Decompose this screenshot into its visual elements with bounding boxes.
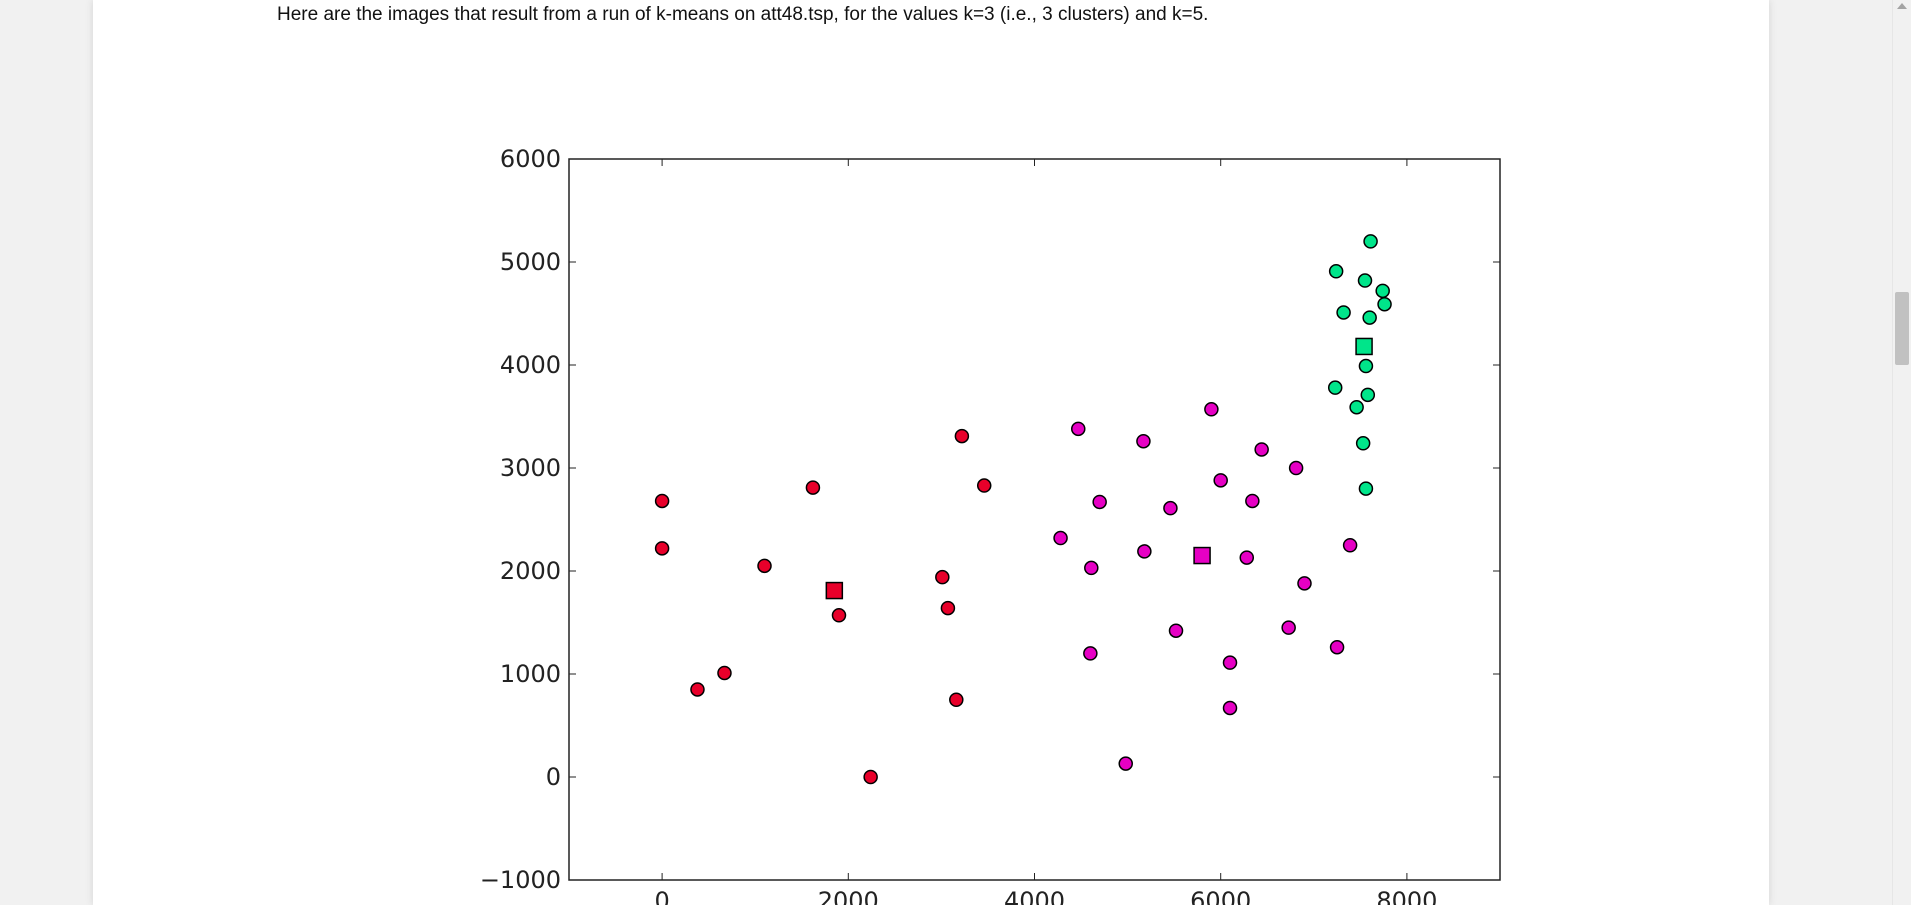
points-group — [654, 234, 1392, 785]
page-content: Here are the images that result from a r… — [93, 0, 1769, 905]
centroids-group — [825, 337, 1373, 600]
data-point — [1071, 421, 1086, 437]
x-tick-label: 8000 — [1376, 887, 1437, 905]
y-tick-label: 1000 — [500, 660, 561, 688]
x-tick-label: 2000 — [818, 887, 879, 905]
data-point — [1349, 399, 1364, 415]
data-point — [1118, 756, 1133, 771]
scroll-up-arrow-icon[interactable] — [1897, 3, 1907, 9]
data-point — [1168, 623, 1184, 638]
vertical-scrollbar[interactable] — [1892, 0, 1911, 905]
data-point — [1204, 402, 1219, 417]
data-point — [1084, 560, 1099, 576]
x-tick-label: 0 — [654, 887, 669, 905]
data-point — [831, 608, 847, 623]
data-point — [863, 769, 878, 785]
data-point — [1357, 273, 1373, 288]
data-point — [1360, 387, 1376, 403]
data-point — [1254, 442, 1269, 457]
data-point — [717, 665, 732, 681]
data-point — [1362, 310, 1377, 325]
ticks-group — [569, 158, 1500, 881]
data-point — [1297, 576, 1312, 591]
x-tick-label: 6000 — [1190, 887, 1251, 905]
data-point — [1327, 380, 1343, 395]
data-point — [690, 682, 705, 697]
data-point — [1281, 620, 1296, 635]
data-point — [1245, 493, 1260, 509]
y-tick-label: 5000 — [500, 248, 561, 276]
data-point — [1329, 639, 1345, 655]
data-point — [954, 428, 970, 444]
data-point — [654, 493, 670, 509]
cluster-centroid — [825, 581, 844, 600]
data-point — [1053, 530, 1068, 546]
data-point — [935, 569, 950, 585]
data-point — [1137, 544, 1152, 559]
cluster-centroid — [1193, 546, 1211, 565]
data-point — [1375, 283, 1390, 299]
data-point — [805, 480, 821, 495]
data-point — [1355, 436, 1371, 451]
x-tick-label: 4000 — [1004, 887, 1065, 905]
data-point — [1342, 538, 1358, 553]
data-point — [949, 692, 964, 707]
intro-paragraph: Here are the images that result from a r… — [277, 4, 1209, 25]
y-tick-label: 3000 — [500, 454, 561, 482]
y-tick-label: 4000 — [500, 351, 561, 379]
data-point — [1363, 234, 1378, 249]
data-point — [1222, 700, 1238, 716]
data-point — [1377, 296, 1392, 312]
plot-frame-group — [568, 158, 1501, 881]
data-point — [940, 600, 956, 616]
data-point — [654, 541, 670, 556]
y-tick-label: 0 — [546, 763, 561, 791]
data-point — [1239, 550, 1255, 565]
data-point — [1336, 305, 1351, 320]
cluster-centroid — [1355, 337, 1373, 356]
data-point — [1083, 646, 1098, 661]
data-point — [1136, 433, 1151, 449]
data-point — [976, 478, 992, 493]
data-point — [1222, 655, 1238, 670]
y-tick-label: 2000 — [500, 557, 561, 585]
data-point — [757, 558, 772, 574]
data-point — [1288, 460, 1304, 476]
tick-labels-group: 0 2000 4000 6000 8000 6000 5000 4000 3000 2000 100… — [480, 145, 1438, 905]
data-point — [1358, 481, 1374, 496]
y-tick-label: −1000 — [480, 866, 561, 894]
y-tick-label: 6000 — [500, 145, 561, 173]
data-point — [1092, 494, 1107, 510]
data-point — [1163, 500, 1178, 516]
scrollbar-thumb[interactable] — [1895, 292, 1909, 365]
data-point — [1358, 358, 1374, 374]
data-point — [1213, 473, 1228, 488]
plot-area-frame — [568, 158, 1501, 881]
data-point — [1328, 264, 1344, 279]
